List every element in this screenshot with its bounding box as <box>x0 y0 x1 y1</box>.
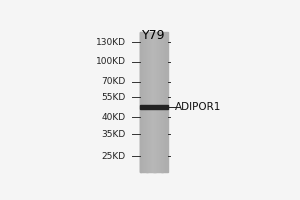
Bar <box>157 32 158 172</box>
Bar <box>161 32 162 172</box>
Bar <box>143 32 144 172</box>
Bar <box>164 32 165 172</box>
Bar <box>153 32 154 172</box>
Bar <box>156 32 157 172</box>
Bar <box>166 32 167 172</box>
Text: 130KD: 130KD <box>96 38 126 47</box>
Text: 70KD: 70KD <box>102 77 126 86</box>
Bar <box>158 32 159 172</box>
Bar <box>162 32 163 172</box>
Text: 35KD: 35KD <box>102 130 126 139</box>
Bar <box>165 32 166 172</box>
Bar <box>144 32 145 172</box>
Bar <box>144 32 145 172</box>
Bar <box>146 32 147 172</box>
Bar <box>154 32 155 172</box>
Bar <box>160 32 161 172</box>
Text: ADIPOR1: ADIPOR1 <box>175 102 221 112</box>
Bar <box>154 32 155 172</box>
Bar <box>142 32 143 172</box>
Text: Y79: Y79 <box>142 29 166 42</box>
Bar <box>150 32 151 172</box>
Bar <box>148 32 149 172</box>
Bar <box>152 32 153 172</box>
Text: 100KD: 100KD <box>96 57 126 66</box>
Bar <box>140 32 141 172</box>
Bar <box>155 32 156 172</box>
Bar <box>153 32 154 172</box>
Text: 40KD: 40KD <box>102 113 126 122</box>
Bar <box>159 32 160 172</box>
Text: 25KD: 25KD <box>102 152 126 161</box>
Bar <box>141 32 142 172</box>
Bar <box>140 32 141 172</box>
Bar <box>167 32 168 172</box>
Bar <box>149 32 150 172</box>
Bar <box>147 32 148 172</box>
Bar <box>151 32 152 172</box>
Bar <box>155 32 156 172</box>
Bar <box>145 32 146 172</box>
Text: 55KD: 55KD <box>102 93 126 102</box>
Bar <box>151 32 152 172</box>
Bar <box>140 105 168 109</box>
Bar <box>157 32 158 172</box>
Bar <box>142 32 143 172</box>
Bar <box>163 32 164 172</box>
